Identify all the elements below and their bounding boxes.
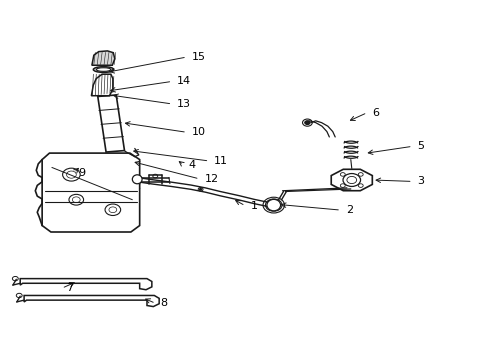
Text: 12: 12: [204, 174, 218, 184]
Text: 3: 3: [417, 176, 424, 186]
Ellipse shape: [93, 67, 114, 72]
Text: 9: 9: [79, 168, 86, 178]
Text: 15: 15: [191, 52, 205, 62]
Polygon shape: [91, 74, 113, 96]
Polygon shape: [20, 279, 152, 290]
Polygon shape: [330, 169, 371, 191]
Polygon shape: [92, 51, 115, 65]
Text: 10: 10: [191, 127, 205, 137]
Circle shape: [305, 121, 309, 125]
Text: 4: 4: [188, 160, 195, 170]
Polygon shape: [24, 296, 159, 307]
Polygon shape: [98, 95, 124, 152]
Ellipse shape: [132, 175, 142, 184]
Text: 14: 14: [177, 76, 191, 86]
Text: 13: 13: [177, 99, 191, 109]
Text: 1: 1: [250, 201, 257, 211]
Text: 8: 8: [160, 298, 167, 309]
Text: 11: 11: [214, 156, 228, 166]
Ellipse shape: [96, 68, 111, 71]
Text: 5: 5: [417, 141, 424, 151]
Text: 7: 7: [66, 283, 74, 293]
Ellipse shape: [266, 199, 280, 211]
Text: 6: 6: [371, 108, 379, 118]
Text: 2: 2: [345, 205, 352, 215]
Polygon shape: [42, 153, 140, 232]
Circle shape: [199, 189, 201, 190]
